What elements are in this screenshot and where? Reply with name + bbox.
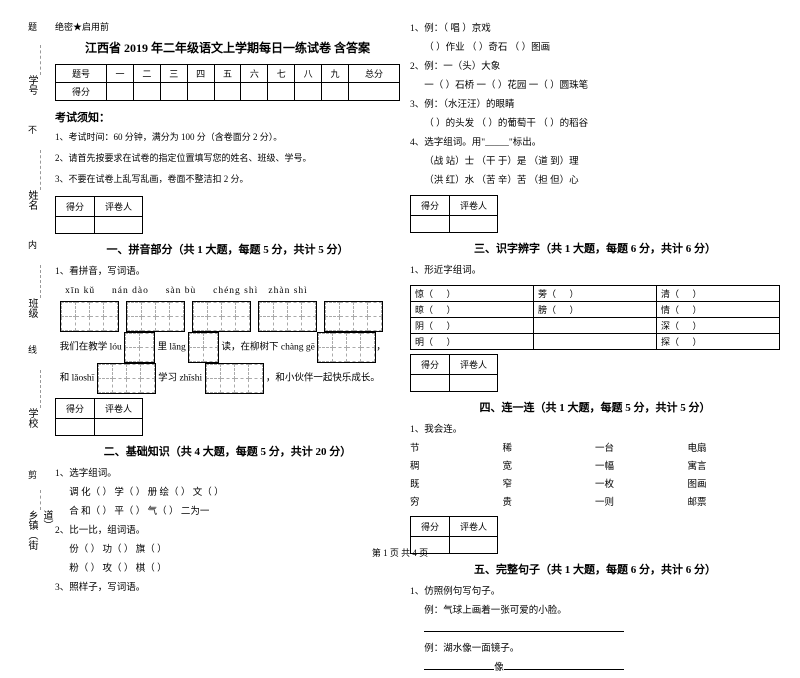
rt-l9: （洪 红）水 （苦 辛）苦 （担 但）心 (410, 172, 780, 191)
q2-1: 1、选字组词。 (55, 465, 400, 484)
rt-l1: 1、例：（ 唱 ）京戏 (410, 20, 780, 39)
near-table: 惊（ ） 蒡（ ） 清（ ） 晾（ ） 膀（ ） 情（ ） 阴（ ） 深（ ） … (410, 285, 780, 350)
binding-inner: 内 (26, 240, 39, 249)
q2-l4: 粉（ ） 攻（ ） 棋（ ） (55, 560, 400, 579)
page-footer: 第 1 页 共 4 页 (0, 546, 800, 559)
sentence-3: 和 lǎoshī 学习 zhīshi ，和小伙伴一起快乐成长。 (55, 363, 400, 394)
score-table: 题号 一 二 三 四 五 六 七 八 九 总分 得分 (55, 64, 400, 101)
q5-b1 (410, 621, 780, 640)
binding-id: 学号 (24, 75, 39, 95)
q4-1: 1、我会连。 (410, 421, 780, 440)
binding-line: 线 (26, 345, 39, 354)
rt-l6: （ ）的头发 （ ）的葡萄干 （ ）的稻谷 (410, 115, 780, 134)
binding-class: 班级 (24, 298, 39, 318)
q5-l1: 例：气球上画着一张可爱的小脸。 (410, 602, 780, 621)
scorebox-2: 得分评卷人 (55, 398, 143, 436)
rt-l2: （ ）作业 （ ）奇石 （ ）图画 (410, 39, 780, 58)
rt-l8: （战 站）士 （干 于）是 （道 到）理 (410, 153, 780, 172)
th-num: 题号 (56, 65, 107, 83)
part5-title: 五、完整句子（共 1 大题，每题 6 分，共计 6 分） (410, 561, 780, 577)
grid-row-1 (55, 301, 400, 332)
notice-head: 考试须知： (55, 109, 400, 125)
part2-title: 二、基础知识（共 4 大题，每题 5 分，共计 20 分） (55, 443, 400, 459)
scorebox-1: 得分评卷人 (55, 196, 143, 234)
rt-l5: 3、例：（水汪汪）的眼睛 (410, 96, 780, 115)
binding-no: 不 (26, 125, 39, 134)
paper-title: 江西省 2019 年二年级语文上学期每日一练试卷 含答案 (55, 39, 400, 56)
q2-2: 2、比一比，组词语。 (55, 522, 400, 541)
rt-l3: 2、例：一（头）大象 (410, 58, 780, 77)
part4-title: 四、连一连（共 1 大题，每题 5 分，共计 5 分） (410, 399, 780, 415)
q5-l2: 例：湖水像一面镜子。 (410, 640, 780, 659)
lianlian-block: 节稀一台电扇 稠宽一幅寓言 既窄一枚图画 穷贵一则邮票 (410, 440, 780, 512)
q3-1: 1、形近字组词。 (410, 262, 780, 281)
rt-l7: 4、选字组词。用"_____"标出。 (410, 134, 780, 153)
q5-1: 1、仿照例句写句子。 (410, 583, 780, 602)
scorebox-4: 得分评卷人 (410, 354, 498, 392)
binding-cut: 剪 (26, 470, 39, 479)
notice-3: 3、不要在试卷上乱写乱画，卷面不整洁扣 2 分。 (55, 171, 400, 188)
part1-title: 一、拼音部分（共 1 大题，每题 5 分，共计 5 分） (55, 241, 400, 257)
q2-l1: 调 化（ ） 学（ ） 册 绘（ ） 文（ ） (55, 484, 400, 503)
notice-2: 2、请首先按要求在试卷的指定位置填写您的姓名、班级、学号。 (55, 150, 400, 167)
pinyin-row: xīn kǔ nán dào sàn bù chéng shì zhàn shì (55, 282, 400, 301)
binding-name: 姓名 (24, 190, 39, 210)
q5-b2: 像 (410, 659, 780, 678)
secret-label: 绝密★启用前 (55, 20, 400, 33)
q2-l2: 合 和（ ） 平（ ） 气（ ） 二为一 (55, 503, 400, 522)
binding-school: 学校 (24, 408, 39, 428)
rt-l4: 一（ ）石桥 一（ ）花园 一（ ）圆珠笔 (410, 77, 780, 96)
binding-ti: 题 (26, 22, 39, 31)
scorebox-3: 得分评卷人 (410, 195, 498, 233)
part3-title: 三、识字辨字（共 1 大题，每题 6 分，共计 6 分） (410, 240, 780, 256)
sentence-2: 我们在教学 lóu 里 lǎng 读，在柳树下 chàng gē ， (55, 332, 400, 363)
binding-margin: 乡镇（街道） 剪 学校 线 班级 内 姓名 不 学号 题 (22, 10, 42, 555)
notice-1: 1、考试时间：60 分钟，满分为 100 分（含卷面分 2 分）。 (55, 129, 400, 146)
th-score: 得分 (56, 83, 107, 101)
q1-1: 1、看拼音，写词语。 (55, 263, 400, 282)
q2-3: 3、照样子，写词语。 (55, 579, 400, 598)
